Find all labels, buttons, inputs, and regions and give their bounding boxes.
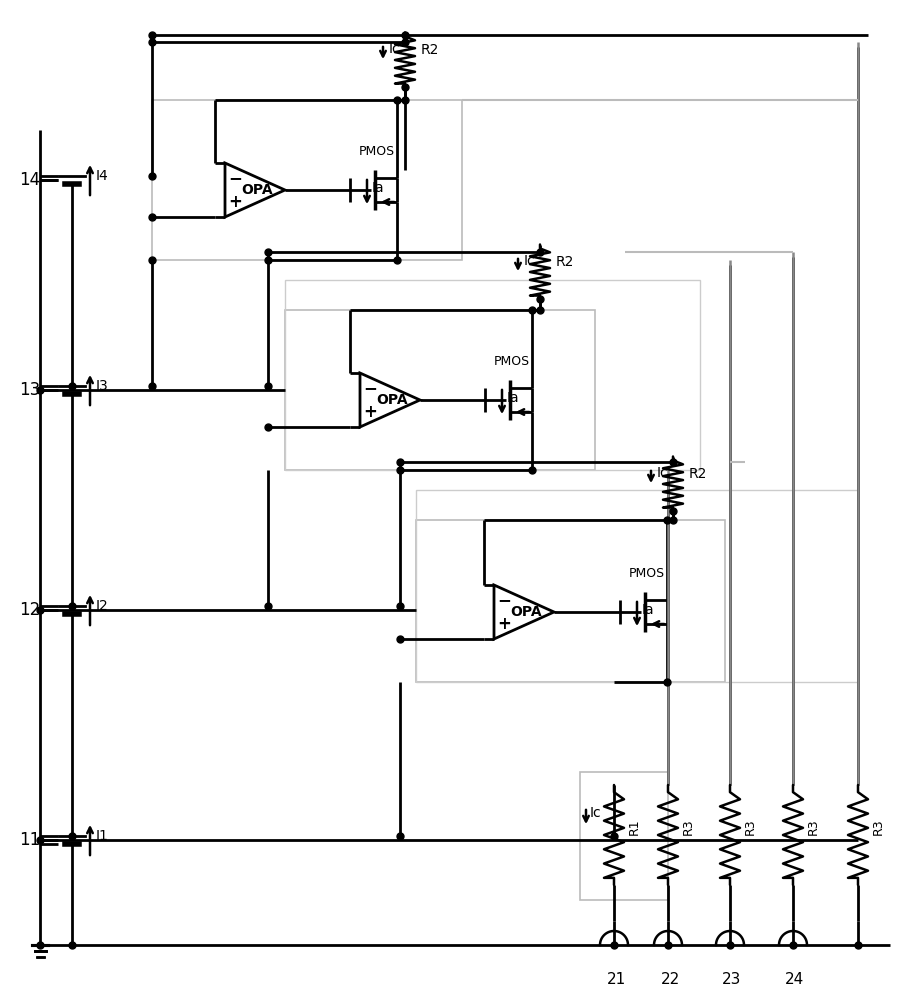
Bar [416, 520, 725, 682]
Text: 24: 24 [785, 972, 804, 988]
Bar [152, 100, 462, 260]
Text: +: + [363, 403, 377, 421]
Text: 21: 21 [606, 972, 625, 988]
Text: Ic: Ic [590, 806, 602, 820]
Text: R3: R3 [872, 819, 885, 835]
Text: R3: R3 [682, 819, 695, 835]
Text: OPA: OPA [510, 605, 542, 619]
Text: −: − [228, 169, 242, 187]
Text: I1: I1 [96, 829, 109, 843]
Text: PMOS: PMOS [359, 145, 395, 158]
Text: R1: R1 [628, 819, 641, 835]
Text: +: + [497, 615, 511, 633]
Text: R2: R2 [556, 255, 574, 269]
Text: 14: 14 [19, 171, 41, 189]
Text: I3: I3 [96, 379, 109, 393]
Text: Ia: Ia [642, 603, 654, 617]
Text: Ia: Ia [372, 181, 385, 195]
Text: 23: 23 [723, 972, 742, 988]
Text: PMOS: PMOS [629, 567, 665, 580]
Text: Ic: Ic [389, 42, 401, 56]
Bar [285, 280, 700, 470]
Text: 12: 12 [19, 601, 41, 619]
Text: Ic: Ic [524, 254, 535, 268]
Bar [580, 772, 668, 900]
Text: I4: I4 [96, 169, 109, 183]
Text: R2: R2 [689, 467, 707, 481]
Text: Ic: Ic [657, 466, 669, 480]
Text: −: − [363, 379, 377, 397]
Text: −: − [497, 591, 511, 609]
Text: R3: R3 [807, 819, 820, 835]
Text: Ia: Ia [507, 391, 520, 405]
Text: R3: R3 [744, 819, 757, 835]
Bar [416, 490, 858, 682]
Text: 11: 11 [19, 831, 41, 849]
Text: PMOS: PMOS [494, 355, 530, 368]
Text: R2: R2 [421, 43, 439, 57]
Text: OPA: OPA [241, 183, 273, 197]
Text: 22: 22 [660, 972, 680, 988]
Text: OPA: OPA [376, 393, 408, 407]
Text: 13: 13 [19, 381, 41, 399]
Text: +: + [228, 193, 242, 211]
Text: I2: I2 [96, 599, 109, 613]
Bar [285, 310, 595, 470]
